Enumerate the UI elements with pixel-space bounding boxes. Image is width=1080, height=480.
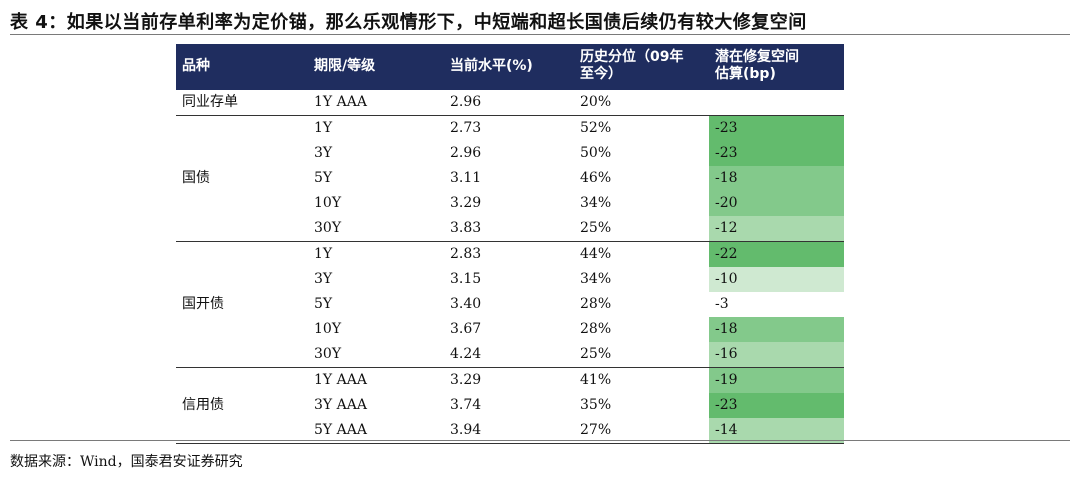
top-divider bbox=[10, 34, 1070, 35]
table-header: 品种 期限/等级 当前水平(%) 历史分位（09年 至今） 潜在修复空间 估算(… bbox=[176, 44, 844, 90]
percentile-cell: 34% bbox=[580, 195, 612, 211]
space-cell: -23 bbox=[709, 116, 844, 141]
level-cell: 4.24 bbox=[450, 346, 482, 362]
bottom-divider bbox=[10, 440, 1070, 441]
percentile-cell: 34% bbox=[580, 271, 612, 287]
table-row: 3Y 2.96 50% -23 bbox=[176, 141, 844, 166]
header-percentile-line1: 历史分位（09年 bbox=[580, 49, 684, 65]
level-cell: 3.40 bbox=[450, 296, 482, 312]
header-percentile-line2: 至今） bbox=[580, 66, 622, 82]
percentile-cell: 41% bbox=[580, 372, 612, 388]
table-body: 1Y AAA 2.96 20% 同业存单 1Y 2.73 52% -23 3Y 2.96 50% -2… bbox=[176, 90, 844, 444]
space-cell: -19 bbox=[709, 368, 844, 393]
header-level: 当前水平(%) bbox=[450, 58, 533, 74]
space-cell: -20 bbox=[709, 191, 844, 216]
level-cell: 3.74 bbox=[450, 397, 482, 413]
table-group: 1Y AAA 2.96 20% 同业存单 bbox=[176, 90, 844, 115]
table-row: 30Y 4.24 25% -16 bbox=[176, 342, 844, 367]
space-cell: -16 bbox=[709, 342, 844, 367]
table-end-divider bbox=[176, 443, 844, 444]
term-cell: 5Y AAA bbox=[314, 422, 367, 438]
header-term: 期限/等级 bbox=[314, 58, 376, 74]
term-cell: 5Y bbox=[314, 296, 333, 312]
level-cell: 3.29 bbox=[450, 195, 482, 211]
table-group: 1Y AAA 3.29 41% -19 3Y AAA 3.74 35% -23 5Y AAA 3.… bbox=[176, 368, 844, 443]
term-cell: 3Y bbox=[314, 271, 333, 287]
percentile-cell: 44% bbox=[580, 246, 612, 262]
term-cell: 1Y AAA bbox=[314, 372, 367, 388]
table-row: 5Y AAA 3.94 27% -14 bbox=[176, 418, 844, 443]
percentile-cell: 20% bbox=[580, 94, 612, 110]
percentile-cell: 46% bbox=[580, 170, 612, 186]
table-row: 1Y AAA 2.96 20% bbox=[176, 90, 844, 115]
group-divider bbox=[176, 367, 844, 368]
level-cell: 3.11 bbox=[450, 170, 482, 186]
term-cell: 1Y AAA bbox=[314, 94, 367, 110]
term-cell: 30Y bbox=[314, 346, 342, 362]
space-cell: -23 bbox=[709, 393, 844, 418]
space-cell: -3 bbox=[715, 296, 729, 312]
space-cell: -10 bbox=[709, 267, 844, 292]
term-cell: 10Y bbox=[314, 321, 342, 337]
level-cell: 3.94 bbox=[450, 422, 482, 438]
bond-table: 品种 期限/等级 当前水平(%) 历史分位（09年 至今） 潜在修复空间 估算(… bbox=[176, 44, 844, 444]
percentile-cell: 28% bbox=[580, 296, 612, 312]
space-cell bbox=[709, 90, 844, 115]
space-cell: -18 bbox=[709, 317, 844, 342]
percentile-cell: 25% bbox=[580, 346, 612, 362]
space-cell: -14 bbox=[709, 418, 844, 443]
term-cell: 5Y bbox=[314, 170, 333, 186]
term-cell: 3Y AAA bbox=[314, 397, 367, 413]
term-cell: 3Y bbox=[314, 145, 333, 161]
group-name: 信用债 bbox=[182, 397, 224, 413]
percentile-cell: 28% bbox=[580, 321, 612, 337]
level-cell: 3.15 bbox=[450, 271, 482, 287]
header-space-line2: 估算(bp) bbox=[715, 66, 776, 82]
percentile-cell: 27% bbox=[580, 422, 612, 438]
group-divider bbox=[176, 241, 844, 242]
table-row: 1Y 2.73 52% -23 bbox=[176, 116, 844, 141]
space-cell: -12 bbox=[709, 216, 844, 241]
level-cell: 2.73 bbox=[450, 120, 482, 136]
term-cell: 1Y bbox=[314, 120, 333, 136]
header-space-line1: 潜在修复空间 bbox=[715, 49, 799, 65]
table-row: 3Y 3.15 34% -10 bbox=[176, 267, 844, 292]
space-cell: -18 bbox=[709, 166, 844, 191]
space-cell: -22 bbox=[709, 242, 844, 267]
level-cell: 3.29 bbox=[450, 372, 482, 388]
term-cell: 30Y bbox=[314, 220, 342, 236]
term-cell: 10Y bbox=[314, 195, 342, 211]
percentile-cell: 35% bbox=[580, 397, 612, 413]
term-cell: 1Y bbox=[314, 246, 333, 262]
level-cell: 2.83 bbox=[450, 246, 482, 262]
table-row: 1Y 2.83 44% -22 bbox=[176, 242, 844, 267]
table-row: 10Y 3.67 28% -18 bbox=[176, 317, 844, 342]
table-row: 5Y 3.11 46% -18 bbox=[176, 166, 844, 191]
group-name: 国开债 bbox=[182, 296, 224, 312]
header-variety: 品种 bbox=[182, 58, 210, 74]
table-row: 5Y 3.40 28% -3 bbox=[176, 292, 844, 317]
group-name: 同业存单 bbox=[182, 94, 238, 110]
table-row: 10Y 3.29 34% -20 bbox=[176, 191, 844, 216]
level-cell: 3.67 bbox=[450, 321, 482, 337]
percentile-cell: 25% bbox=[580, 220, 612, 236]
group-name: 国债 bbox=[182, 170, 210, 186]
percentile-cell: 50% bbox=[580, 145, 612, 161]
level-cell: 3.83 bbox=[450, 220, 482, 236]
percentile-cell: 52% bbox=[580, 120, 612, 136]
group-divider bbox=[176, 115, 844, 116]
table-group: 1Y 2.73 52% -23 3Y 2.96 50% -23 5Y 3.11 46% -18 10Y 3… bbox=[176, 116, 844, 241]
source-note: 数据来源：Wind，国泰君安证券研究 bbox=[10, 454, 243, 470]
table-group: 1Y 2.83 44% -22 3Y 3.15 34% -10 5Y 3.40 28% -3 10Y 3.… bbox=[176, 242, 844, 367]
level-cell: 2.96 bbox=[450, 94, 482, 110]
table-row: 30Y 3.83 25% -12 bbox=[176, 216, 844, 241]
table-row: 3Y AAA 3.74 35% -23 bbox=[176, 393, 844, 418]
table-title: 表 4：如果以当前存单利率为定价锚，那么乐观情形下，中短端和超长国债后续仍有较大… bbox=[10, 12, 807, 33]
level-cell: 2.96 bbox=[450, 145, 482, 161]
table-row: 1Y AAA 3.29 41% -19 bbox=[176, 368, 844, 393]
space-cell: -23 bbox=[709, 141, 844, 166]
